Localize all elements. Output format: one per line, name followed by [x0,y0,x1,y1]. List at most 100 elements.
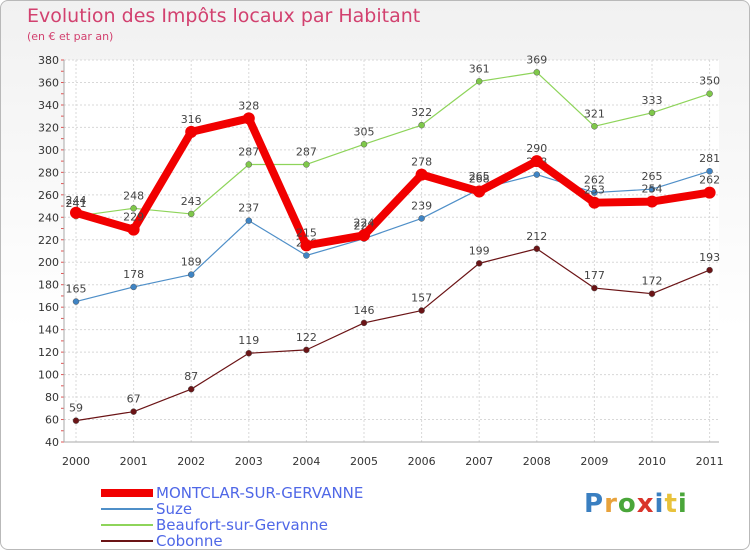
point-montclar-sur-gervanne [70,206,82,219]
x-tick-label: 2008 [523,455,551,468]
data-label-cobonne: 199 [469,244,490,257]
x-tick-label: 2000 [62,455,90,468]
point-beaufort-sur-gervanne [648,109,656,117]
y-tick-label: 240 [38,211,59,224]
legend-item-cobonne: Cobonne [101,533,401,549]
y-tick-label: 40 [45,436,59,449]
data-label-beaufort-sur-gervanne: 241 [66,197,87,210]
data-label-montclar-sur-gervanne: 316 [181,113,202,126]
data-label-suze: 237 [238,202,259,215]
legend-swatch [101,508,153,510]
data-label-beaufort-sur-gervanne: 287 [238,145,259,158]
y-tick-label: 80 [45,391,59,404]
legend-label: MONTCLAR-SUR-GERVANNE [156,484,364,502]
data-label-montclar-sur-gervanne: 262 [699,174,720,187]
y-tick-label: 220 [38,234,59,247]
x-tick-label: 2010 [638,455,666,468]
data-label-montclar-sur-gervanne: 224 [354,216,375,229]
point-cobonne [475,260,483,267]
point-suze [303,252,310,259]
series-line-cobonne [75,248,711,422]
data-label-cobonne: 177 [584,269,605,282]
x-tick-label: 2003 [235,455,263,468]
series-line-beaufort-sur-gervanne [75,71,711,217]
x-tick-label: 2011 [696,455,724,468]
logo-letter: t [664,489,678,519]
point-beaufort-sur-gervanne [418,121,425,129]
data-label-cobonne: 193 [699,251,720,264]
data-label-montclar-sur-gervanne: 253 [584,184,605,197]
point-montclar-sur-gervanne [530,155,543,168]
data-label-beaufort-sur-gervanne: 361 [469,62,490,75]
point-cobonne [187,385,195,393]
point-montclar-sur-gervanne [358,229,370,242]
legend-swatch [101,524,153,526]
point-cobonne [418,307,425,314]
y-tick-label: 60 [45,414,59,427]
y-tick-label: 100 [38,369,59,382]
logo-letter: i [677,489,688,519]
x-tick-label: 2002 [177,455,205,468]
chart-title: Evolution des Impôts locaux par Habitant [27,5,421,27]
data-label-suze: 262 [584,174,605,187]
data-label-cobonne: 59 [69,402,83,415]
legend-item-suze: Suze [101,501,401,517]
data-label-suze: 281 [699,152,720,165]
data-label-cobonne: 212 [526,230,547,243]
data-label-suze: 265 [469,170,490,183]
data-label-cobonne: 172 [642,275,663,288]
point-montclar-sur-gervanne [242,112,255,125]
chart-subtitle: (en € et par an) [27,30,114,43]
point-montclar-sur-gervanne [703,186,716,199]
data-label-suze: 165 [66,283,87,296]
x-tick-label: 2001 [120,455,148,468]
y-tick-label: 300 [38,144,59,157]
point-cobonne [245,349,253,357]
point-beaufort-sur-gervanne [591,123,598,130]
data-label-cobonne: 157 [411,292,432,305]
point-suze [533,171,541,178]
data-label-beaufort-sur-gervanne: 305 [354,125,375,138]
legend-label: Beaufort-sur-Gervanne [156,516,328,534]
x-tick-label: 2005 [350,455,378,468]
y-tick-label: 280 [38,166,59,179]
legend-label: Suze [156,500,193,518]
logo-letter: x [636,489,655,519]
point-cobonne [303,346,310,354]
y-tick-label: 120 [38,346,59,359]
logo-letter: r [604,489,618,519]
data-label-montclar-sur-gervanne: 328 [238,99,259,112]
data-label-beaufort-sur-gervanne: 287 [296,145,317,158]
data-label-beaufort-sur-gervanne: 321 [584,107,605,120]
point-beaufort-sur-gervanne [130,205,137,212]
y-tick-label: 200 [38,256,59,269]
point-beaufort-sur-gervanne [533,69,541,76]
data-label-beaufort-sur-gervanne: 243 [181,195,202,208]
data-label-cobonne: 122 [296,331,317,344]
legend-label: Cobonne [156,532,223,550]
point-beaufort-sur-gervanne [475,78,483,85]
series-line-suze [75,170,711,303]
data-label-cobonne: 87 [184,370,198,383]
y-tick-label: 140 [38,324,59,337]
point-suze [187,271,195,278]
point-suze [706,167,713,175]
point-suze [648,185,656,193]
point-cobonne [591,284,598,292]
plot-area [64,60,719,442]
y-tick-label: 360 [38,76,59,89]
point-montclar-sur-gervanne [300,239,313,252]
point-beaufort-sur-gervanne [360,141,368,148]
point-montclar-sur-gervanne [415,168,428,181]
point-suze [591,189,598,196]
data-label-suze: 178 [123,268,144,281]
legend-item-beaufort-sur-gervanne: Beaufort-sur-Gervanne [101,517,401,533]
data-label-montclar-sur-gervanne: 290 [526,142,547,155]
data-label-montclar-sur-gervanne: 215 [296,226,317,239]
logo-letter: P [584,489,605,519]
x-tick-label: 2007 [465,455,493,468]
data-label-suze: 239 [411,199,432,212]
data-label-cobonne: 146 [354,304,375,317]
data-label-beaufort-sur-gervanne: 333 [642,94,663,107]
series-line-montclar-sur-gervanne [72,114,714,250]
